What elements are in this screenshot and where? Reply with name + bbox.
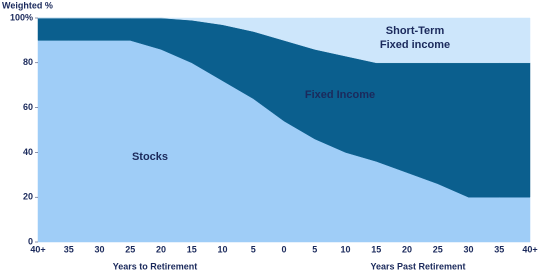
x-tick-label: 25 — [433, 244, 443, 254]
x-tick-label: 5 — [312, 244, 317, 254]
x-axis-title: Years to Retirement — [113, 261, 198, 271]
x-axis-title: Years Past Retirement — [370, 261, 465, 271]
x-tick-label: 30 — [94, 244, 104, 254]
area-label: Stocks — [131, 151, 169, 163]
x-tick-label: 10 — [340, 244, 350, 254]
x-tick-label: 40+ — [30, 244, 45, 254]
area-label: Short-Term Fixed income — [379, 25, 451, 51]
y-tick-label: 0 — [28, 236, 33, 246]
y-tick-label: 20 — [23, 192, 33, 202]
x-tick-label: 10 — [217, 244, 227, 254]
x-tick-label: 5 — [251, 244, 256, 254]
x-tick-label: 25 — [125, 244, 135, 254]
area — [38, 17, 531, 64]
y-tick-label: 40 — [23, 147, 33, 157]
x-tick-label: 20 — [156, 244, 166, 254]
x-tick-label: 0 — [281, 244, 286, 254]
x-tick-label: 20 — [402, 244, 412, 254]
y-tick-label: 100% — [10, 12, 33, 22]
x-tick-label: 35 — [64, 244, 74, 254]
x-tick-label: 30 — [463, 244, 473, 254]
x-tick-label: 15 — [371, 244, 381, 254]
x-tick-label: 35 — [494, 244, 504, 254]
y-tick-label: 80 — [23, 57, 33, 67]
area-label: Fixed Income — [304, 89, 376, 101]
x-tick-label: 15 — [187, 244, 197, 254]
y-axis-title: Weighted % — [2, 0, 53, 10]
x-tick-label: 40+ — [522, 244, 537, 254]
y-tick-label: 60 — [23, 102, 33, 112]
areas — [37, 17, 531, 243]
